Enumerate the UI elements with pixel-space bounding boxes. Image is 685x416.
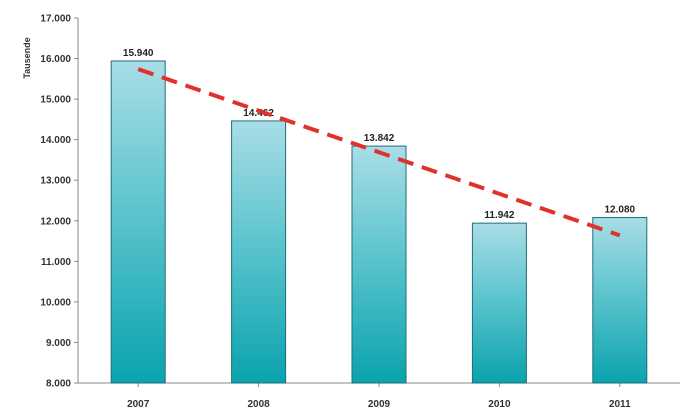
trendline-group bbox=[137, 67, 621, 238]
y-tick-label: 17.000 bbox=[40, 14, 71, 25]
bar bbox=[471, 222, 527, 384]
data-labels: 15.940 14.462 13.842 11.942 12.080 bbox=[123, 48, 636, 221]
x-tick-label: 2007 bbox=[127, 399, 150, 410]
data-label: 12.080 bbox=[605, 205, 636, 216]
y-axis-label: Tausende bbox=[22, 37, 32, 78]
y-tick-label: 14.000 bbox=[40, 135, 71, 146]
x-tick-label: 2009 bbox=[368, 399, 391, 410]
bar bbox=[110, 60, 166, 384]
y-tick-label: 8.000 bbox=[46, 379, 71, 390]
data-label: 15.940 bbox=[123, 48, 154, 59]
axes: 8.000 9.000 10.000 11.000 12.000 13.000 14.000… bbox=[40, 14, 680, 410]
bars bbox=[110, 60, 648, 384]
bar bbox=[592, 217, 648, 384]
y-tick-label: 13.000 bbox=[40, 176, 71, 187]
x-tick-label: 2011 bbox=[609, 399, 631, 410]
y-tick-label: 9.000 bbox=[46, 338, 71, 349]
data-label: 13.842 bbox=[364, 133, 395, 144]
x-tick-label: 2010 bbox=[488, 399, 511, 410]
bar bbox=[351, 145, 407, 384]
y-tick-label: 16.000 bbox=[40, 54, 71, 65]
y-tick-label: 12.000 bbox=[40, 216, 71, 227]
data-label: 11.942 bbox=[484, 210, 514, 221]
x-tick-label: 2008 bbox=[247, 399, 270, 410]
y-tick-label: 15.000 bbox=[40, 95, 71, 106]
y-tick-label: 10.000 bbox=[40, 297, 71, 308]
trendline bbox=[137, 67, 621, 238]
bar bbox=[231, 120, 287, 384]
y-tick-label: 11.000 bbox=[41, 257, 71, 268]
data-label: 14.462 bbox=[243, 108, 274, 119]
